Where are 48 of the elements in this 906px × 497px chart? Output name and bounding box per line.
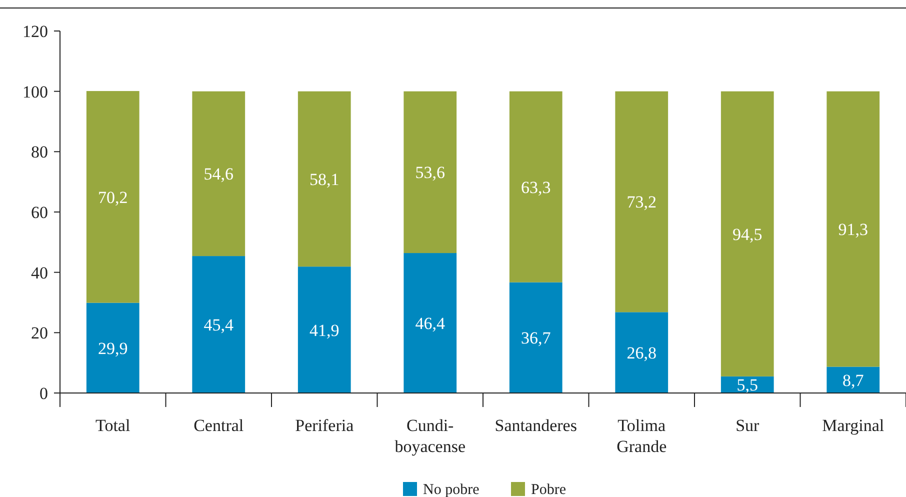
data-label: 73,2: [626, 192, 656, 212]
bar: [404, 253, 457, 393]
x-tick-label: Santanderes: [494, 416, 577, 435]
x-tick-label: Central: [194, 416, 244, 435]
data-label: 70,2: [98, 188, 128, 207]
x-tick-label: Tolima Grande: [616, 416, 667, 456]
x-tick-label: Marginal: [822, 416, 884, 435]
data-label: 53,6: [415, 163, 445, 182]
bar: [720, 91, 774, 376]
y-tick-label: 80: [31, 142, 48, 162]
data-label: 54,6: [204, 164, 234, 184]
data-label: 45,4: [204, 315, 234, 334]
x-tick-label: Total: [96, 416, 130, 435]
bar: [509, 282, 562, 393]
bar: [86, 302, 140, 393]
y-tick-label: 60: [31, 202, 48, 222]
data-label: 46,4: [415, 314, 446, 333]
data-label: 41,9: [310, 320, 340, 340]
legend-label: No pobre: [423, 482, 480, 497]
bar: [826, 91, 880, 367]
x-tick-label: Cundi-boyacense: [394, 416, 466, 456]
bar: [509, 91, 562, 282]
bar: [192, 256, 246, 393]
legend-label: Pobre: [531, 482, 566, 497]
data-label: 8,7: [842, 370, 864, 390]
bar: [86, 91, 140, 303]
y-tick-label: 100: [22, 82, 48, 102]
data-label: 63,3: [521, 178, 551, 197]
bar: [298, 91, 351, 267]
bar: [615, 91, 668, 312]
data-label: 29,9: [98, 338, 128, 358]
data-label: 94,5: [732, 224, 762, 244]
x-tick-label: Periferia: [295, 416, 354, 435]
bar: [298, 266, 351, 393]
y-tick-label: 20: [31, 324, 48, 343]
data-label: 58,1: [310, 170, 340, 189]
y-tick-label: 120: [22, 22, 48, 41]
bar: [826, 366, 880, 393]
bar: [192, 91, 246, 256]
y-tick-label: 40: [31, 263, 48, 282]
bar: [404, 91, 457, 254]
y-tick-label: 0: [40, 384, 48, 403]
data-label: 5,5: [736, 376, 758, 395]
data-label: 91,3: [838, 220, 868, 239]
bar: [615, 312, 668, 393]
data-label: 36,7: [521, 328, 552, 348]
data-label: 26,8: [626, 344, 656, 363]
x-tick-label: Sur: [736, 416, 760, 435]
